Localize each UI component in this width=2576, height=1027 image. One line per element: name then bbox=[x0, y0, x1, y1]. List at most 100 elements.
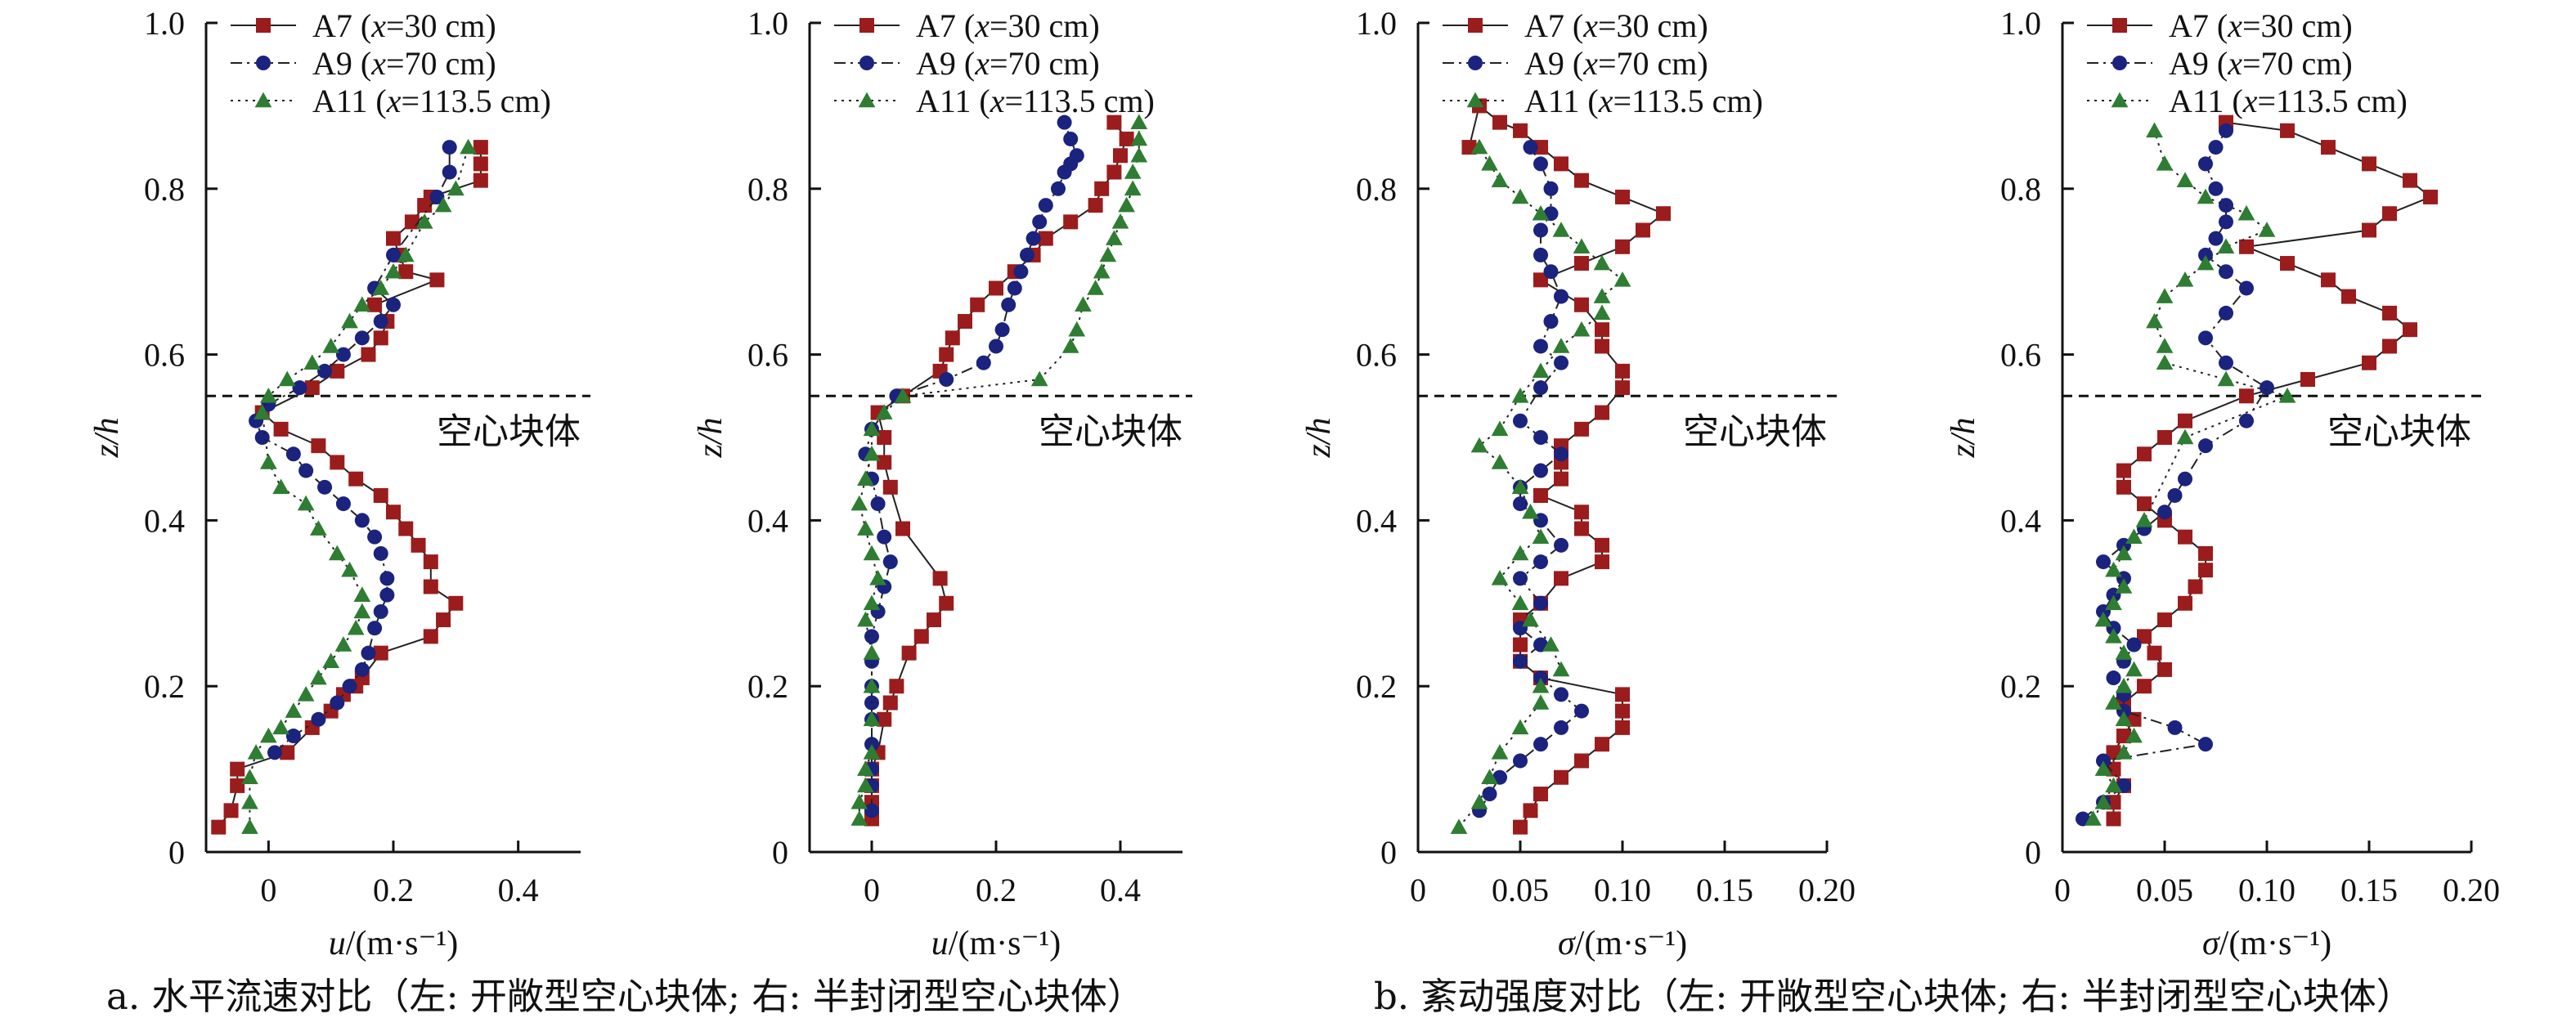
data-point-A9 bbox=[939, 372, 954, 388]
data-point-A11 bbox=[1450, 818, 1468, 834]
y-tick-label: 0.2 bbox=[747, 668, 788, 705]
data-point-A7 bbox=[230, 778, 245, 793]
data-point-A7 bbox=[1533, 787, 1548, 802]
data-point-A11 bbox=[1481, 769, 1498, 785]
data-point-A11 bbox=[1470, 138, 1488, 155]
data-point-A7 bbox=[2178, 595, 2192, 611]
data-point-A7 bbox=[882, 695, 898, 711]
data-point-A9 bbox=[292, 380, 307, 396]
data-point-A9 bbox=[354, 661, 370, 677]
data-point-A7 bbox=[2239, 239, 2254, 254]
data-point-A11 bbox=[1118, 196, 1135, 213]
data-point-A7 bbox=[1615, 687, 1630, 702]
data-point-A9 bbox=[989, 339, 1003, 354]
y-tick-label: 0.4 bbox=[2000, 502, 2041, 539]
data-point-A9 bbox=[373, 545, 388, 561]
data-point-A9 bbox=[1057, 114, 1072, 130]
x-tick-label: 0.15 bbox=[1696, 872, 1753, 908]
series-line-A11 bbox=[858, 122, 1140, 819]
data-point-A7 bbox=[1595, 537, 1609, 553]
data-point-A7 bbox=[1615, 703, 1630, 719]
data-point-A7 bbox=[398, 264, 414, 280]
data-point-A11 bbox=[272, 478, 289, 495]
data-point-A9 bbox=[1533, 463, 1548, 478]
data-point-A11 bbox=[863, 445, 881, 461]
data-point-A11 bbox=[353, 586, 371, 602]
data-point-A9 bbox=[2260, 380, 2274, 396]
data-point-A11 bbox=[2085, 810, 2102, 826]
data-point-A11 bbox=[1130, 130, 1148, 146]
y-axis-label: z/h bbox=[692, 417, 729, 458]
x-tick-label: 0.2 bbox=[373, 872, 414, 908]
y-tick-label: 0.2 bbox=[1356, 668, 1397, 705]
data-point-A9 bbox=[2219, 305, 2233, 321]
data-point-A9 bbox=[429, 189, 445, 204]
series-line-A7 bbox=[218, 147, 482, 828]
x-tick-label: 0.15 bbox=[2340, 872, 2398, 908]
legend-marker-A11 bbox=[858, 92, 876, 108]
data-point-A7 bbox=[2178, 529, 2192, 545]
data-point-A11 bbox=[1470, 793, 1488, 809]
data-point-A9 bbox=[386, 297, 401, 312]
y-tick-label: 0.8 bbox=[144, 171, 185, 208]
data-point-A7 bbox=[1595, 737, 1609, 752]
data-point-A9 bbox=[1533, 156, 1548, 172]
data-point-A7 bbox=[1523, 803, 1538, 818]
data-point-A11 bbox=[1532, 694, 1550, 710]
data-point-A9 bbox=[1543, 314, 1559, 330]
data-point-A9 bbox=[2219, 214, 2233, 230]
data-point-A7 bbox=[1554, 471, 1568, 487]
x-tick-label: 0.05 bbox=[2136, 872, 2193, 908]
data-point-A7 bbox=[423, 554, 438, 570]
data-point-A11 bbox=[1030, 370, 1048, 387]
data-point-A9 bbox=[330, 695, 345, 711]
legend-marker-A7 bbox=[256, 18, 271, 33]
data-point-A11 bbox=[434, 196, 452, 213]
data-point-A7 bbox=[1595, 339, 1609, 354]
data-point-A11 bbox=[1542, 636, 1560, 652]
data-point-A11 bbox=[863, 677, 881, 693]
data-point-A11 bbox=[259, 454, 277, 469]
data-point-A7 bbox=[373, 330, 388, 346]
data-point-A11 bbox=[857, 611, 874, 627]
data-point-A11 bbox=[1532, 528, 1550, 544]
data-point-A9 bbox=[2219, 264, 2233, 280]
data-point-A7 bbox=[1554, 571, 1568, 586]
data-point-A11 bbox=[322, 338, 340, 353]
data-point-A7 bbox=[2157, 612, 2172, 628]
data-point-A11 bbox=[1093, 262, 1111, 279]
data-point-A7 bbox=[423, 579, 438, 594]
data-point-A7 bbox=[1038, 231, 1053, 246]
data-point-A7 bbox=[273, 421, 289, 437]
data-point-A11 bbox=[328, 545, 346, 561]
data-point-A11 bbox=[857, 777, 874, 793]
data-point-A9 bbox=[1069, 148, 1084, 164]
data-point-A9 bbox=[367, 529, 383, 545]
x-tick-label: 0.05 bbox=[1492, 872, 1549, 908]
data-point-A11 bbox=[353, 296, 371, 312]
legend-marker-A11 bbox=[2111, 92, 2129, 108]
data-point-A7 bbox=[386, 231, 401, 246]
data-point-A9 bbox=[373, 314, 388, 330]
data-point-A11 bbox=[2125, 727, 2143, 743]
data-point-A7 bbox=[1636, 222, 1650, 238]
data-point-A11 bbox=[1061, 338, 1079, 353]
data-point-A11 bbox=[1532, 362, 1550, 379]
data-point-A11 bbox=[1593, 288, 1611, 303]
data-point-A11 bbox=[1111, 213, 1129, 229]
data-point-A9 bbox=[1482, 787, 1497, 802]
data-point-A11 bbox=[2115, 578, 2133, 594]
data-point-A7 bbox=[473, 173, 488, 188]
data-point-A7 bbox=[2382, 206, 2397, 222]
data-point-A7 bbox=[1615, 363, 1630, 379]
data-point-A11 bbox=[1532, 677, 1550, 693]
data-point-A11 bbox=[894, 387, 912, 403]
data-point-A7 bbox=[1554, 769, 1568, 785]
data-point-A11 bbox=[2156, 155, 2174, 171]
data-point-A11 bbox=[353, 603, 371, 619]
data-point-A11 bbox=[863, 743, 881, 760]
caption-a: a. 水平流速对比（左: 开敞型空心块体; 右: 半封闭型空心块体） bbox=[106, 975, 1144, 1018]
data-point-A9 bbox=[367, 621, 383, 636]
data-point-A11 bbox=[2094, 760, 2112, 776]
